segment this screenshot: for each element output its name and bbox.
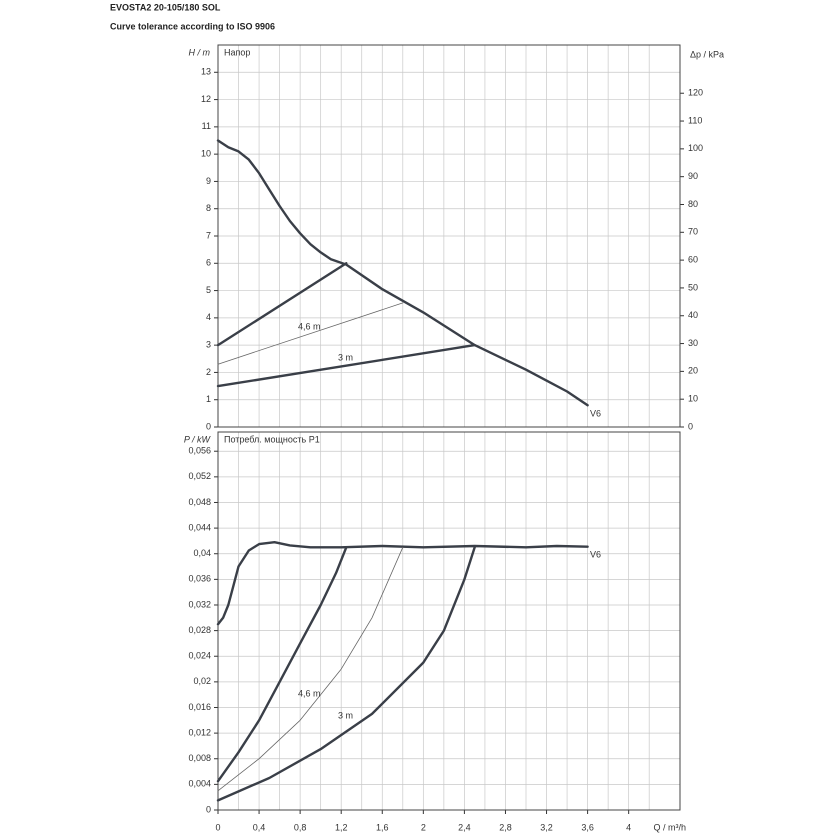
y-tick-label: 0,008 (188, 753, 211, 763)
y-tick-label: 0,012 (188, 727, 211, 737)
y2-tick-label: 50 (688, 282, 698, 292)
x-tick-label: 2,8 (499, 822, 512, 832)
x-tick-label: 2 (421, 822, 426, 832)
panel-title: Потребл. мощность P1 (224, 434, 320, 444)
x-tick-label: 2,4 (458, 822, 471, 832)
curve (216, 546, 476, 802)
y2-axis-label: Δp / kPa (690, 49, 724, 59)
y-tick-label: 0,02 (193, 676, 211, 686)
y-tick-label: 9 (206, 176, 211, 186)
curve-label: 3 m (338, 710, 353, 720)
y-tick-label: 10 (201, 149, 211, 159)
x-tick-label: 1,6 (376, 822, 389, 832)
y-tick-label: 6 (206, 258, 211, 268)
panel-title: Напор (224, 47, 250, 57)
x-tick-label: 3,2 (540, 822, 553, 832)
y-tick-label: 0,032 (188, 599, 211, 609)
y2-tick-label: 110 (688, 115, 702, 125)
y-tick-label: 0,04 (193, 548, 211, 558)
x-tick-label: 0,8 (294, 822, 307, 832)
y-tick-label: 0,016 (188, 702, 211, 712)
y2-tick-label: 20 (688, 366, 698, 376)
y-tick-label: 0,048 (188, 497, 211, 507)
y-tick-label: 12 (201, 94, 211, 104)
curve (216, 546, 348, 783)
curve-label: 3 m (338, 352, 353, 362)
y-axis-label: P / kW (184, 434, 212, 444)
y2-tick-label: 70 (688, 227, 698, 237)
x-tick-label: 1,2 (335, 822, 348, 832)
y-tick-label: 0,036 (188, 574, 211, 584)
y-tick-label: 0,004 (188, 779, 211, 789)
y-tick-label: 1 (206, 394, 211, 404)
page-subtitle: Curve tolerance according to ISO 9906 (110, 21, 275, 31)
x-tick-label: 0 (215, 822, 220, 832)
plot-frame (217, 431, 681, 811)
y-tick-label: 0 (206, 421, 211, 431)
y-tick-label: 7 (206, 230, 211, 240)
curve-label: 4,6 m (298, 688, 321, 698)
y-tick-label: 11 (202, 121, 211, 131)
x-tick-label: 3,6 (581, 822, 594, 832)
y2-tick-label: 60 (688, 254, 698, 264)
y2-tick-label: 120 (688, 88, 703, 98)
y-tick-label: 3 (206, 340, 211, 350)
y-tick-label: 0,044 (188, 522, 211, 532)
y-tick-label: 0,052 (188, 471, 211, 481)
y-tick-label: 8 (206, 203, 211, 213)
curve-label: V6 (590, 549, 601, 559)
page-title: EVOSTA2 20-105/180 SOL (110, 2, 221, 12)
y-tick-label: 0 (206, 804, 211, 814)
x-tick-label: 4 (626, 822, 631, 832)
y-axis-label: H / m (189, 47, 211, 57)
y2-tick-label: 80 (688, 199, 698, 209)
y-tick-label: 2 (206, 367, 211, 377)
x-tick-label: 0,4 (253, 822, 266, 832)
y-tick-label: 5 (206, 285, 211, 295)
y2-tick-label: 40 (688, 310, 698, 320)
y2-tick-label: 90 (688, 171, 698, 181)
curve-label: V6 (590, 408, 601, 418)
y-tick-label: 0,024 (188, 651, 211, 661)
y-tick-label: 4 (206, 312, 211, 322)
y2-tick-label: 10 (688, 394, 698, 404)
curve (217, 546, 404, 792)
curve (216, 343, 476, 388)
curve (216, 541, 589, 626)
plot-frame (217, 44, 681, 428)
y2-tick-label: 0 (688, 421, 693, 431)
curve (216, 262, 348, 347)
y2-tick-label: 30 (688, 338, 698, 348)
curve-label: 4,6 m (298, 321, 321, 331)
y2-tick-label: 100 (688, 143, 703, 153)
y-tick-label: 0,028 (188, 625, 211, 635)
curve (217, 302, 404, 365)
x-axis-label: Q / m³/h (653, 822, 686, 832)
y-tick-label: 0,056 (188, 446, 211, 456)
y-tick-label: 13 (201, 67, 211, 77)
